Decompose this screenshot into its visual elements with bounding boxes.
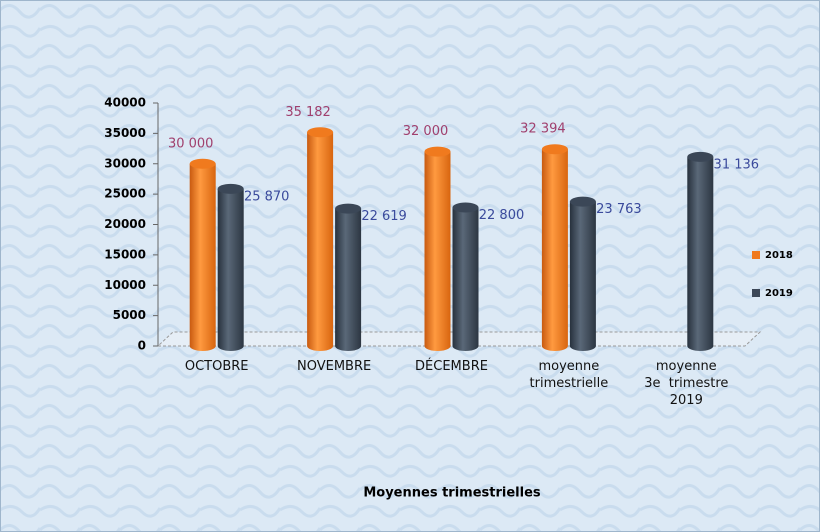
bar-top xyxy=(687,151,714,162)
bar xyxy=(452,202,479,352)
bar xyxy=(424,146,451,352)
bar-top xyxy=(424,146,451,157)
x-tick-label: moyenne 3e trimestre 2019 xyxy=(644,359,728,408)
bar xyxy=(569,196,596,352)
bar xyxy=(189,158,216,352)
value-label: 25 870 xyxy=(244,189,290,204)
x-tick-label: moyenne trimestrielle xyxy=(530,359,609,391)
bar-top xyxy=(569,196,596,207)
bar xyxy=(541,144,568,352)
y-tick-label: 25000 xyxy=(104,187,146,201)
x-tick-label: DÉCEMBRE xyxy=(415,358,488,374)
bar xyxy=(217,183,244,352)
bar-body xyxy=(569,201,596,352)
bar-body xyxy=(452,207,479,352)
y-tick-label: 30000 xyxy=(104,156,146,170)
value-label: 32 394 xyxy=(520,122,566,137)
value-label: 22 800 xyxy=(479,208,525,223)
bar-body xyxy=(687,156,714,352)
bar-top xyxy=(217,183,244,194)
bar-body xyxy=(217,188,244,352)
bar-top xyxy=(541,144,568,155)
legend-label: 2018 xyxy=(765,250,793,261)
value-label: 32 000 xyxy=(403,124,449,139)
legend-swatch xyxy=(752,289,760,297)
bar-top xyxy=(335,203,362,214)
y-tick-label: 0 xyxy=(138,339,146,353)
bar-body xyxy=(307,132,334,352)
y-tick-label: 20000 xyxy=(104,217,146,231)
legend-label: 2019 xyxy=(765,288,793,299)
y-tick-label: 10000 xyxy=(104,278,146,292)
x-axis-title: Moyennes trimestrielles xyxy=(363,486,541,501)
bar-body xyxy=(335,208,362,352)
bar xyxy=(335,203,362,352)
value-label: 30 000 xyxy=(168,136,214,151)
y-tick-label: 15000 xyxy=(104,247,146,261)
bar xyxy=(687,151,714,352)
legend-swatch xyxy=(752,251,760,259)
bar xyxy=(307,127,334,352)
y-tick-label: 35000 xyxy=(104,126,146,140)
bar-top xyxy=(452,202,479,213)
bar-body xyxy=(541,149,568,352)
bar-body xyxy=(424,151,451,352)
x-tick-label: OCTOBRE xyxy=(185,359,249,374)
y-tick-label: 5000 xyxy=(113,308,146,322)
value-label: 35 182 xyxy=(285,105,331,120)
value-label: 23 763 xyxy=(596,202,642,217)
y-tick-label: 40000 xyxy=(104,96,146,110)
bar-top xyxy=(307,127,334,138)
x-tick-label: NOVEMBRE xyxy=(297,359,371,374)
bar-top xyxy=(189,158,216,169)
value-label: 31 136 xyxy=(714,157,760,172)
bar-body xyxy=(189,163,216,352)
value-label: 22 619 xyxy=(361,209,407,224)
